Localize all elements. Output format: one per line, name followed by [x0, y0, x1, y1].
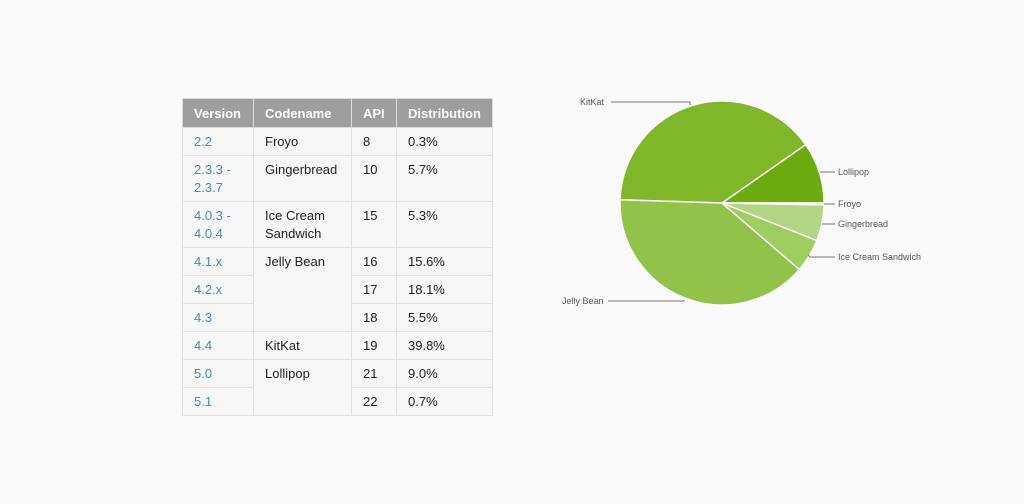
table-row: 5.0 Lollipop 21 9.0% [182, 359, 493, 416]
label-froyo: Froyo [838, 199, 861, 209]
distribution-cell: 5.7% [396, 155, 493, 202]
pie-slice [619, 100, 807, 204]
api-cell: 21 [351, 359, 397, 388]
table-row: 2.3.3 - 2.3.7 Gingerbread 10 5.7% [182, 155, 493, 202]
version-link[interactable]: 4.1.x [182, 247, 254, 276]
table-header-row: Version Codename API Distribution [182, 98, 493, 128]
distribution-cell: 0.7% [396, 387, 493, 416]
pie-labels: KitKat Lollipop Froyo Gingerbread Ice Cr… [562, 97, 921, 306]
distribution-table: Version Codename API Distribution 2.2 Fr… [182, 98, 493, 416]
api-cell: 8 [351, 127, 397, 156]
table-row: 4.0.3 - 4.0.4 Ice Cream Sandwich 15 5.3% [182, 201, 493, 248]
label-lollipop: Lollipop [838, 167, 869, 177]
label-ice-cream-sandwich: Ice Cream Sandwich [838, 252, 921, 262]
codename-cell: KitKat [253, 331, 352, 360]
table-row: 2.2 Froyo 8 0.3% [182, 127, 493, 156]
distribution-cell: 15.6% [396, 247, 493, 276]
version-link[interactable]: 4.0.3 - 4.0.4 [182, 201, 254, 248]
pie-slice [619, 199, 801, 306]
distribution-cell: 9.0% [396, 359, 493, 388]
table-row: 4.3 18 5.5% [182, 303, 493, 332]
table-row: 5.1 22 0.7% [182, 387, 493, 416]
codename-cell: Ice Cream Sandwich [253, 201, 352, 248]
api-cell: 15 [351, 201, 397, 248]
codename-cell: Jelly Bean [253, 247, 352, 332]
api-cell: 18 [351, 303, 397, 332]
version-link[interactable]: 4.3 [182, 303, 254, 332]
api-cell: 17 [351, 275, 397, 304]
table-row: 4.2.x 17 18.1% [182, 275, 493, 304]
api-cell: 22 [351, 387, 397, 416]
label-jelly-bean: Jelly Bean [562, 296, 604, 306]
version-link[interactable]: 5.1 [182, 387, 254, 416]
header-version: Version [182, 98, 254, 128]
version-link[interactable]: 4.2.x [182, 275, 254, 304]
table-row: 4.1.x Jelly Bean 16 15.6% [182, 247, 493, 332]
distribution-cell: 0.3% [396, 127, 493, 156]
table-row: 4.4 KitKat 19 39.8% [182, 331, 493, 360]
version-link[interactable]: 2.2 [182, 127, 254, 156]
header-codename: Codename [253, 98, 352, 128]
header-distribution: Distribution [396, 98, 493, 128]
api-cell: 10 [351, 155, 397, 202]
header-api: API [351, 98, 397, 128]
version-link[interactable]: 2.3.3 - 2.3.7 [182, 155, 254, 202]
label-gingerbread: Gingerbread [838, 219, 888, 229]
api-cell: 16 [351, 247, 397, 276]
distribution-cell: 5.5% [396, 303, 493, 332]
pie-slices [619, 100, 825, 306]
pie-slice [721, 202, 825, 206]
distribution-cell: 39.8% [396, 331, 493, 360]
label-kitkat: KitKat [580, 97, 605, 107]
